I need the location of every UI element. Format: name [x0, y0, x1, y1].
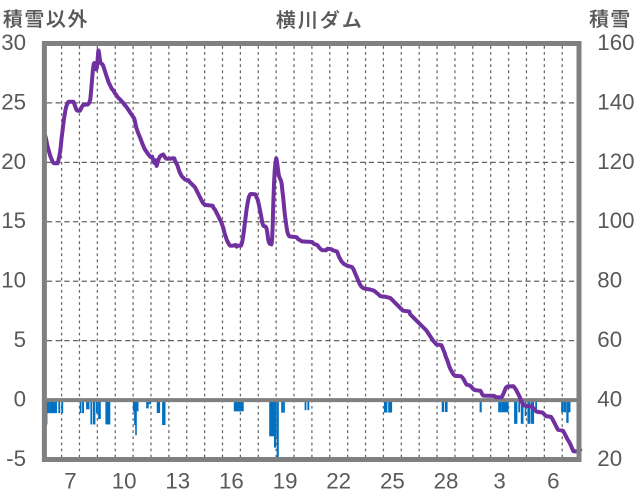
svg-text:160: 160: [597, 30, 634, 55]
svg-text:20: 20: [1, 149, 26, 174]
svg-text:10: 10: [112, 469, 137, 494]
svg-text:3: 3: [493, 469, 505, 494]
svg-text:13: 13: [165, 469, 190, 494]
svg-text:5: 5: [14, 327, 26, 352]
svg-text:28: 28: [434, 469, 459, 494]
svg-text:40: 40: [597, 387, 622, 412]
svg-text:6: 6: [547, 469, 559, 494]
svg-text:100: 100: [597, 208, 634, 233]
svg-text:25: 25: [1, 89, 26, 114]
svg-text:30: 30: [1, 30, 26, 55]
svg-text:140: 140: [597, 89, 634, 114]
svg-text:15: 15: [1, 208, 26, 233]
svg-text:25: 25: [380, 469, 405, 494]
svg-text:10: 10: [1, 268, 26, 293]
svg-text:120: 120: [597, 149, 634, 174]
svg-text:20: 20: [597, 446, 622, 471]
svg-text:60: 60: [597, 327, 622, 352]
svg-text:19: 19: [273, 469, 298, 494]
svg-text:22: 22: [326, 469, 351, 494]
svg-text:16: 16: [219, 469, 244, 494]
svg-text:80: 80: [597, 268, 622, 293]
svg-text:-5: -5: [6, 446, 26, 471]
svg-text:0: 0: [14, 387, 26, 412]
svg-text:7: 7: [64, 469, 76, 494]
